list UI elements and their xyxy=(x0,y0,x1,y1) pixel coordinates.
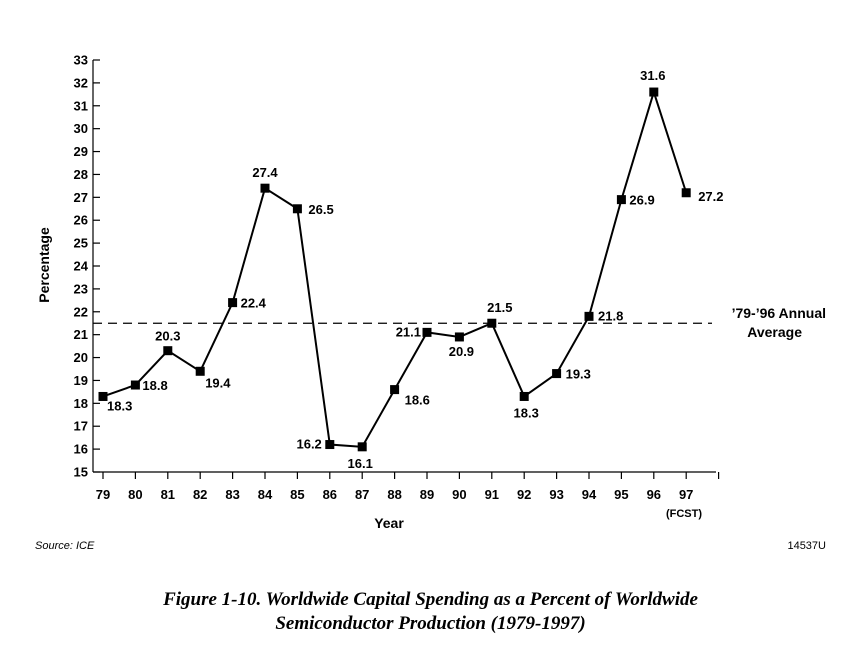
x-tick-label: 90 xyxy=(452,487,466,502)
y-tick-label: 22 xyxy=(74,304,88,319)
y-tick-label: 15 xyxy=(74,465,88,480)
data-label: 26.5 xyxy=(308,202,333,217)
x-tick-label: 94 xyxy=(582,487,597,502)
y-axis: 15 16 17 18 19 20 21 22 23 24 25 26 27 28 29 30 31 32 33 xyxy=(74,53,100,480)
x-tick-label: 93 xyxy=(549,487,563,502)
data-label: 20.9 xyxy=(449,344,474,359)
data-label: 19.3 xyxy=(566,367,591,382)
x-tick-label: 81 xyxy=(161,487,175,502)
data-point-marker xyxy=(454,332,464,342)
x-tick-label: 82 xyxy=(193,487,207,502)
y-tick-label: 27 xyxy=(74,190,88,205)
data-point-marker xyxy=(422,327,432,337)
data-point-marker xyxy=(552,369,562,379)
data-label: 22.4 xyxy=(241,296,267,311)
data-point-marker xyxy=(616,195,626,205)
x-tick-label: 87 xyxy=(355,487,369,502)
data-point-marker xyxy=(260,183,270,193)
y-tick-label: 30 xyxy=(74,121,88,136)
x-tick-label: 92 xyxy=(517,487,531,502)
y-tick-label: 33 xyxy=(74,53,88,68)
data-label: 20.3 xyxy=(155,329,180,344)
data-point-marker xyxy=(390,385,400,395)
x-tick-label: 84 xyxy=(258,487,273,502)
line-chart: 15 16 17 18 19 20 21 22 23 24 25 26 27 28 29 30 31 32 33 7… xyxy=(35,53,826,553)
y-tick-label: 28 xyxy=(74,167,88,182)
data-point-marker xyxy=(325,440,335,450)
average-label-line2: Average xyxy=(747,324,802,340)
caption-line-2: Semiconductor Production (1979-1997) xyxy=(275,613,586,634)
data-label: 31.6 xyxy=(640,68,665,83)
average-label-line1: ’79-’96 Annual xyxy=(732,305,826,321)
figure-id: 14537U xyxy=(787,540,826,552)
x-axis-title: Year xyxy=(374,515,404,531)
y-tick-label: 29 xyxy=(74,144,88,159)
y-tick-label: 25 xyxy=(74,236,88,251)
data-label: 26.9 xyxy=(629,193,654,208)
y-tick-label: 17 xyxy=(74,419,88,434)
data-label: 19.4 xyxy=(205,375,231,390)
y-tick-label: 20 xyxy=(74,350,88,365)
x-tick-label: 91 xyxy=(485,487,499,502)
data-label: 21.5 xyxy=(487,300,512,315)
data-label: 27.2 xyxy=(698,189,723,204)
data-label: 27.4 xyxy=(252,165,278,180)
y-tick-label: 16 xyxy=(74,442,88,457)
forecast-note: (FCST) xyxy=(666,508,702,520)
x-tick-label: 79 xyxy=(96,487,110,502)
x-tick-label: 80 xyxy=(128,487,142,502)
data-label: 18.3 xyxy=(514,405,539,420)
data-labels-group: 18.3 18.8 20.3 19.4 22.4 27.4 26.5 16.2 16.1 18.6… xyxy=(107,68,724,471)
series-group xyxy=(98,87,691,452)
x-tick-label: 96 xyxy=(647,487,661,502)
data-point-marker xyxy=(357,442,367,452)
data-label: 21.1 xyxy=(396,324,421,339)
data-point-marker xyxy=(292,204,302,214)
x-tick-label: 88 xyxy=(387,487,401,502)
data-label: 18.6 xyxy=(405,393,430,408)
y-tick-label: 21 xyxy=(74,327,88,342)
y-tick-label: 19 xyxy=(74,373,88,388)
data-point-marker xyxy=(681,188,691,198)
data-label: 21.8 xyxy=(598,308,623,323)
data-point-marker xyxy=(487,318,497,328)
y-tick-label: 24 xyxy=(74,259,89,274)
data-label: 18.3 xyxy=(107,398,132,413)
data-point-marker xyxy=(649,87,659,97)
y-tick-label: 26 xyxy=(74,213,88,228)
data-point-marker xyxy=(163,346,173,356)
y-tick-label: 18 xyxy=(74,396,88,411)
x-tick-label: 95 xyxy=(614,487,628,502)
x-axis: 79 80 81 82 83 84 85 86 87 88 89 90 91 92 93 94 95 96 97 xyxy=(93,471,720,502)
data-label: 18.8 xyxy=(142,378,167,393)
data-point-marker xyxy=(130,380,140,390)
y-tick-label: 31 xyxy=(74,98,88,113)
x-tick-label: 97 xyxy=(679,487,693,502)
data-label: 16.1 xyxy=(348,456,373,471)
figure-caption: Figure 1-10. Worldwide Capital Spending … xyxy=(0,588,861,636)
average-line-group: ’79-’96 Annual Average xyxy=(93,305,826,340)
data-point-marker xyxy=(228,298,238,308)
x-tick-label: 85 xyxy=(290,487,304,502)
x-tick-label: 89 xyxy=(420,487,434,502)
y-tick-label: 32 xyxy=(74,75,88,90)
x-tick-label: 86 xyxy=(323,487,337,502)
x-tick-label: 83 xyxy=(225,487,239,502)
y-axis-title: Percentage xyxy=(36,227,52,303)
source-note: Source: ICE xyxy=(35,540,95,552)
caption-line-1: Figure 1-10. Worldwide Capital Spending … xyxy=(163,589,698,610)
data-point-marker xyxy=(98,391,108,401)
data-point-marker xyxy=(519,391,529,401)
data-point-marker xyxy=(584,311,594,321)
data-label: 16.2 xyxy=(296,437,321,452)
y-tick-label: 23 xyxy=(74,281,88,296)
data-point-marker xyxy=(195,366,205,376)
